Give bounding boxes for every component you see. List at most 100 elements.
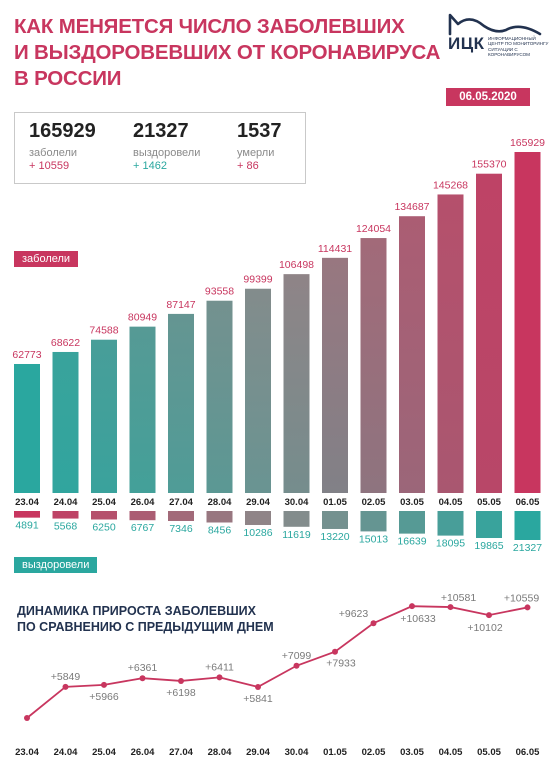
growth-title-line: ДИНАМИКА ПРИРОСТА ЗАБОЛЕВШИХ — [17, 604, 257, 618]
growth-point — [409, 603, 415, 610]
x-tick-label: 26.04 — [131, 497, 155, 508]
cases-value-label: 114431 — [318, 243, 352, 255]
logo: ИЦК ИНФОРМАЦИОННЫЙ ЦЕНТР ПО МОНИТОРИНГУ … — [448, 12, 548, 82]
growth-title-line: ПО СРАВНЕНИЮ С ПРЕДЫДУЩИМ ДНЕМ — [17, 620, 274, 634]
x-tick-label: 04.05 — [439, 497, 463, 508]
x-tick-label: 03.05 — [400, 497, 424, 508]
cases-value-label: 155370 — [471, 159, 506, 171]
stat-value: 165929 — [29, 120, 96, 142]
growth-point — [139, 675, 146, 682]
growth-point — [216, 674, 223, 681]
stat-cases: 165929 заболели + 10559 — [29, 119, 96, 172]
cases-bar — [129, 326, 156, 493]
cases-value-label: 87147 — [166, 299, 195, 311]
x-tick-label: 01.05 — [323, 497, 347, 508]
recovered-value-label: 8456 — [208, 524, 232, 536]
growth-x-tick-label: 26.04 — [131, 747, 155, 758]
stat-delta: + 1462 — [133, 160, 167, 172]
recovered-bar — [129, 511, 156, 521]
cases-bar — [168, 313, 194, 493]
page-title: КАК МЕНЯЕТСЯ ЧИСЛО ЗАБОЛЕВШИХ И ВЫЗДОРОВ… — [14, 14, 440, 92]
growth-value-label: +5841 — [243, 693, 273, 705]
title-line: КАК МЕНЯЕТСЯ ЧИСЛО ЗАБОЛЕВШИХ — [14, 15, 405, 38]
cases-value-label: 145268 — [433, 179, 468, 191]
recovered-bar — [476, 511, 502, 539]
growth-point — [293, 662, 300, 669]
x-tick-label: 25.04 — [92, 497, 116, 508]
cases-value-label: 106498 — [279, 259, 314, 271]
recovered-value-label: 6767 — [131, 522, 155, 534]
x-tick-label: 24.04 — [54, 497, 78, 508]
growth-x-tick-label: 28.04 — [208, 747, 232, 758]
cases-value-label: 99399 — [243, 274, 272, 286]
cases-value-label: 93558 — [205, 286, 234, 298]
stat-label: выздоровели — [133, 147, 201, 159]
growth-value-label: +6411 — [205, 661, 234, 673]
cases-bar — [52, 351, 79, 493]
cases-bar — [91, 339, 117, 493]
stat-delta: + 10559 — [29, 160, 70, 172]
recovered-value-label: 13220 — [320, 531, 349, 543]
growth-x-tick-label: 27.04 — [169, 747, 193, 758]
growth-x-tick-label: 25.04 — [92, 747, 116, 758]
growth-chart-title: ДИНАМИКА ПРИРОСТА ЗАБОЛЕВШИХ ПО СРАВНЕНИ… — [17, 603, 337, 635]
cases-bar — [399, 216, 425, 493]
recovered-value-label: 21327 — [513, 542, 542, 554]
growth-point — [62, 683, 69, 690]
cases-legend-chip: заболели — [14, 251, 79, 267]
recovered-value-label: 11619 — [282, 529, 311, 541]
growth-x-tick-label: 01.05 — [323, 747, 347, 758]
x-tick-label: 28.04 — [208, 497, 232, 508]
recovered-value-label: 16639 — [397, 536, 426, 548]
cases-value-label: 124054 — [356, 223, 391, 235]
growth-value-label: +10581 — [441, 592, 476, 604]
stat-value: 1537 — [237, 120, 282, 142]
growth-value-label: +9623 — [339, 608, 369, 620]
growth-point — [178, 677, 184, 684]
cases-bar — [514, 152, 541, 493]
cases-bar — [206, 300, 233, 493]
recovered-value-label: 7346 — [169, 523, 193, 535]
stat-deaths: 1537 умерли + 86 — [237, 119, 282, 172]
growth-x-tick-label: 23.04 — [15, 747, 39, 758]
growth-line — [26, 605, 528, 719]
x-tick-label: 02.05 — [362, 497, 386, 508]
cases-value-label: 62773 — [12, 349, 41, 361]
logo-mark-icon — [448, 13, 542, 36]
logo-subtitle: ИНФОРМАЦИОННЫЙ ЦЕНТР ПО МОНИТОРИНГУ СИТУ… — [488, 36, 549, 57]
growth-point — [370, 620, 377, 627]
growth-point — [255, 683, 261, 690]
growth-value-label: +10559 — [504, 592, 539, 604]
growth-x-tick-label: 29.04 — [246, 747, 270, 758]
x-tick-label: 23.04 — [15, 497, 39, 508]
growth-x-tick-label: 30.04 — [285, 747, 309, 758]
stat-label: заболели — [29, 147, 78, 159]
cases-bar — [476, 173, 502, 493]
cases-bar — [322, 257, 348, 493]
recovered-value-label: 6250 — [92, 521, 116, 533]
cases-bar — [360, 238, 387, 493]
x-tick-label: 06.05 — [516, 497, 540, 508]
growth-value-label: +6361 — [128, 662, 158, 674]
stat-recovered: 21327 выздоровели + 1462 — [133, 119, 200, 172]
x-tick-label: 30.04 — [285, 497, 309, 508]
recovered-bar — [14, 511, 40, 518]
recovered-bar — [283, 511, 310, 527]
recovered-value-label: 18095 — [436, 538, 465, 550]
stat-delta: + 86 — [237, 160, 259, 172]
cases-value-label: 80949 — [128, 312, 157, 324]
recovered-value-label: 10286 — [243, 527, 272, 539]
growth-value-label: +7933 — [326, 658, 356, 670]
recovered-value-label: 15013 — [359, 533, 388, 545]
cases-bar — [283, 274, 310, 493]
cases-value-label: 165929 — [510, 137, 545, 149]
recovered-bar — [52, 511, 79, 519]
recovered-bar — [399, 511, 425, 534]
cases-bar — [245, 288, 271, 493]
growth-value-label: +5966 — [89, 691, 119, 703]
title-line: В РОССИИ — [14, 67, 122, 90]
cases-bar — [437, 194, 464, 494]
growth-value-label: +10102 — [467, 622, 502, 634]
x-tick-label: 29.04 — [246, 497, 270, 508]
growth-point — [486, 612, 492, 619]
